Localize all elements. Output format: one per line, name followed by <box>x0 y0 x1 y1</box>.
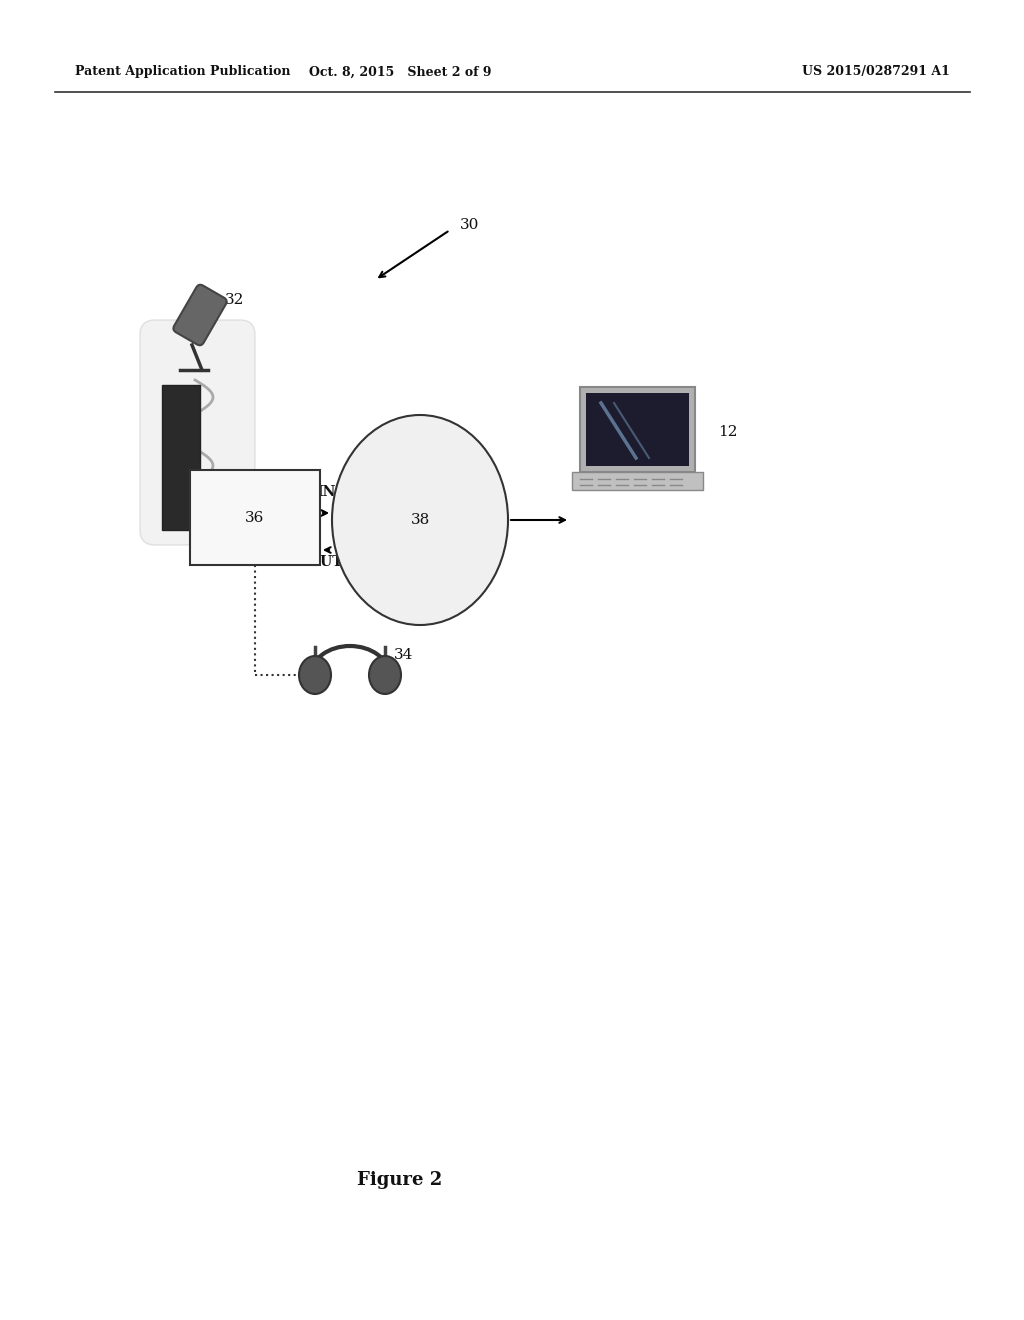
Text: Figure 2: Figure 2 <box>357 1171 442 1189</box>
Bar <box>572 473 703 490</box>
Bar <box>586 393 689 466</box>
Text: Patent Application Publication: Patent Application Publication <box>75 66 291 78</box>
Text: Oct. 8, 2015   Sheet 2 of 9: Oct. 8, 2015 Sheet 2 of 9 <box>309 66 492 78</box>
Text: IN: IN <box>316 484 336 499</box>
Text: 12: 12 <box>718 425 737 440</box>
Text: OUT: OUT <box>309 554 343 569</box>
Text: 36: 36 <box>246 511 264 524</box>
Bar <box>580 387 695 473</box>
FancyBboxPatch shape <box>173 285 226 346</box>
FancyBboxPatch shape <box>140 319 255 545</box>
Text: 30: 30 <box>460 218 479 232</box>
Ellipse shape <box>299 656 331 694</box>
Ellipse shape <box>369 656 401 694</box>
Ellipse shape <box>332 414 508 624</box>
Text: US 2015/0287291 A1: US 2015/0287291 A1 <box>802 66 950 78</box>
Bar <box>190 470 319 565</box>
Text: 38: 38 <box>411 513 430 527</box>
Text: 32: 32 <box>225 293 245 308</box>
Text: 34: 34 <box>394 648 414 663</box>
Bar <box>162 385 200 531</box>
